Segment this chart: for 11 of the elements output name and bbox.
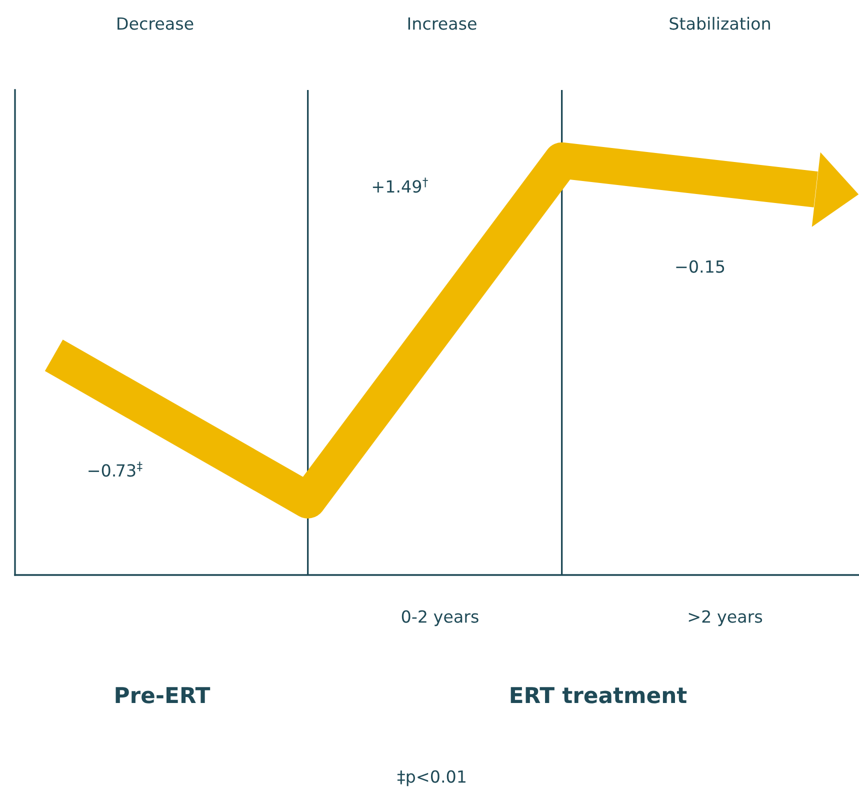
annotation: +1.49$^{†}$ — [372, 178, 428, 193]
text: ‡p<0.01 — [397, 770, 466, 786]
text: 0-2 years — [402, 610, 478, 626]
text: Decrease — [118, 17, 194, 30]
text: ERT treatment — [510, 687, 687, 704]
text: Increase — [408, 17, 476, 30]
text: Pre-ERT — [116, 687, 210, 704]
text: Stabilization — [670, 16, 770, 30]
annotation: −0.15 — [676, 260, 724, 273]
annotation: −0.73$^{‡}$ — [88, 462, 142, 477]
text: >2 years — [688, 610, 762, 626]
